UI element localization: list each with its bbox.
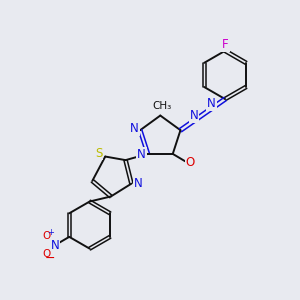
- Text: F: F: [222, 38, 229, 51]
- Text: N: N: [137, 148, 146, 161]
- Text: O: O: [42, 231, 50, 241]
- Text: O: O: [185, 156, 195, 169]
- Text: +: +: [47, 228, 53, 237]
- Text: N: N: [130, 122, 139, 135]
- Text: CH₃: CH₃: [152, 101, 171, 111]
- Text: N: N: [190, 109, 198, 122]
- Text: N: N: [207, 97, 216, 110]
- Text: −: −: [45, 252, 56, 265]
- Text: N: N: [51, 238, 59, 252]
- Text: N: N: [134, 176, 143, 190]
- Text: O: O: [42, 249, 50, 259]
- Text: S: S: [95, 146, 103, 160]
